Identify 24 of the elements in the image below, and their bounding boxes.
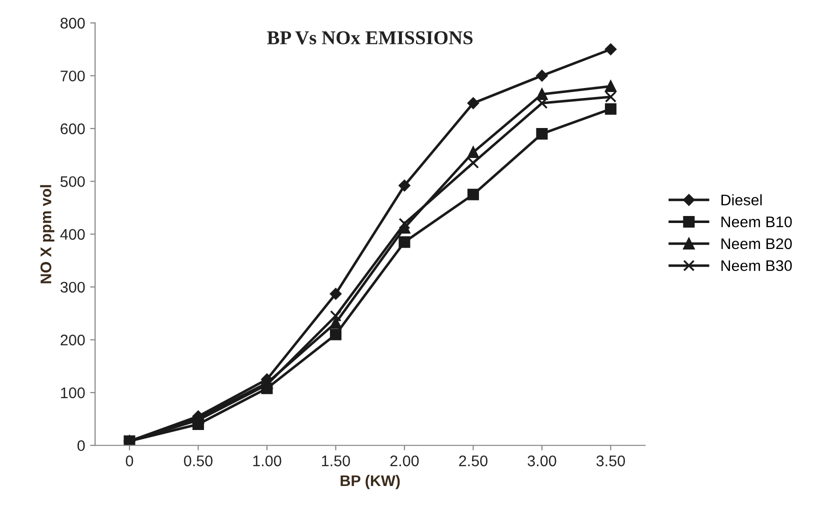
y-tick-label: 200 — [60, 334, 85, 346]
y-tick-label: 800 — [60, 18, 85, 29]
x-tick-label: 2.00 — [390, 456, 419, 466]
y-tick-label: 700 — [60, 70, 85, 82]
x-tick-label: 2.50 — [459, 456, 488, 466]
y-axis-title: NO X ppm vol — [40, 185, 54, 284]
x-axis-title: BP (KW) — [340, 474, 400, 490]
legend-label: Neem B20 — [721, 238, 792, 250]
chart-title: BP Vs NOx EMISSIONS — [267, 31, 473, 44]
y-tick-label: 500 — [60, 176, 85, 188]
x-tick-label: 1.00 — [253, 456, 282, 466]
legend-label: Diesel — [721, 194, 762, 206]
legend-label: Neem B10 — [721, 216, 792, 228]
y-tick-label: 100 — [61, 387, 85, 398]
y-tick-label: 400 — [60, 229, 85, 240]
y-tick-label: 0 — [77, 440, 85, 452]
legend-label: Neem B30 — [721, 260, 792, 272]
x-tick-label: 3.50 — [596, 456, 625, 466]
y-tick-label: 600 — [60, 123, 85, 134]
x-tick-label: 1.50 — [322, 456, 350, 466]
y-tick-label: 300 — [60, 282, 85, 293]
x-tick-label: 0.50 — [184, 456, 212, 466]
x-tick-label: 3.00 — [528, 456, 556, 466]
x-tick-label: 0 — [126, 456, 134, 466]
